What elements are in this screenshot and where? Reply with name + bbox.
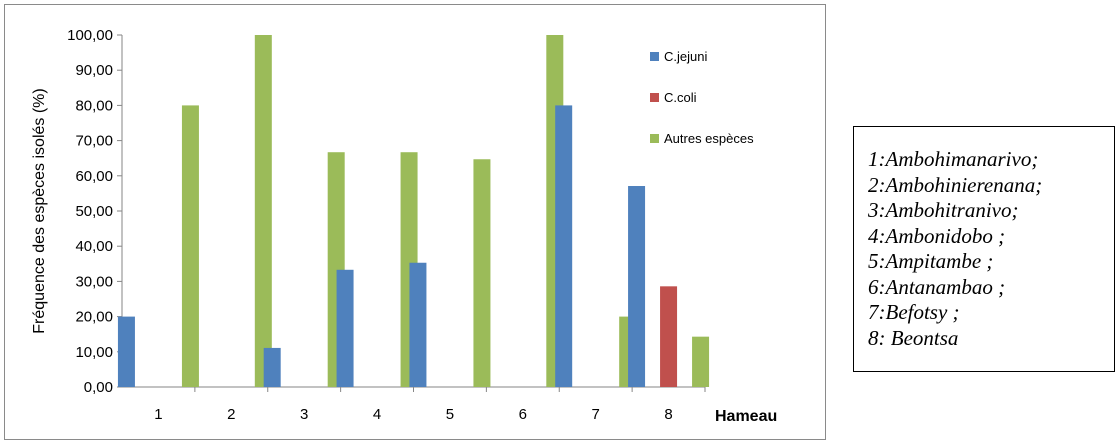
y-tick-label: 0,00 [84,379,113,396]
y-tick-label: 30,00 [75,273,113,290]
x-tick-label: 8 [664,406,672,423]
y-tick-label: 40,00 [75,238,113,255]
bar [336,269,354,387]
bar [181,105,199,388]
legend-swatch [650,52,659,61]
bar [473,159,491,387]
hamlet-legend-item: 6:Antanambao ; [868,274,1006,299]
bar [660,286,678,387]
legend-swatch [650,93,659,102]
y-tick-label: 100,00 [67,27,113,44]
hamlet-legend-item: 7:Befotsy ; [868,300,960,324]
y-tick-label: 20,00 [75,309,113,326]
y-axis-title: Fréquence des espèces isolés (%) [31,88,48,333]
hamlet-legend-item: 2:Ambohinierenana; [868,172,1043,197]
hamlet-legend-item: 8: Beontsa [868,325,959,350]
y-tick-label: 90,00 [75,62,113,79]
chart-frame: 0,00 10,00 20,00 30,00 40,00 50,00 60,00 70,00 8… [4,4,826,440]
x-tick-label: 4 [373,406,381,423]
x-tick-label: 6 [519,406,527,423]
x-tick-label: 7 [592,406,600,423]
bar [117,316,135,387]
y-tick-label: 80,00 [75,97,113,114]
hamlet-legend-item: 5:Ampitambe ; [868,249,994,273]
x-tick-label: 1 [154,406,162,423]
hamlet-legend-item: 4:Ambonidobo ; [868,223,1006,248]
y-tick-label: 50,00 [75,203,113,220]
bar [409,262,427,387]
x-axis-title: Hameau [715,408,777,425]
bar [555,105,573,388]
x-tick-label: 3 [300,406,308,423]
y-tick-label: 70,00 [75,133,113,150]
y-tick-label: 10,00 [75,344,113,361]
bar-chart: 0,00 10,00 20,00 30,00 40,00 50,00 60,00 70,00 8… [31,27,777,425]
x-tick-label: 5 [446,406,454,423]
x-tick-label: 2 [227,406,235,423]
legend-swatch [650,134,659,143]
bar [254,35,272,387]
legend-label: C.jejuni [664,49,707,64]
y-tick-label: 60,00 [75,168,113,185]
legend-label: C.coli [664,90,697,105]
hamlet-legend-item: 3:Ambohitranivo; [868,198,1019,222]
bar [628,186,646,387]
bar [263,347,281,387]
legend-label: Autres espèces [664,131,754,146]
hamlet-legend-box: 1:Ambohimanarivo; 2:Ambohinierenana; 3:A… [853,126,1115,372]
hamlet-legend-item: 1:Ambohimanarivo; [868,147,1039,171]
bar [692,336,710,387]
